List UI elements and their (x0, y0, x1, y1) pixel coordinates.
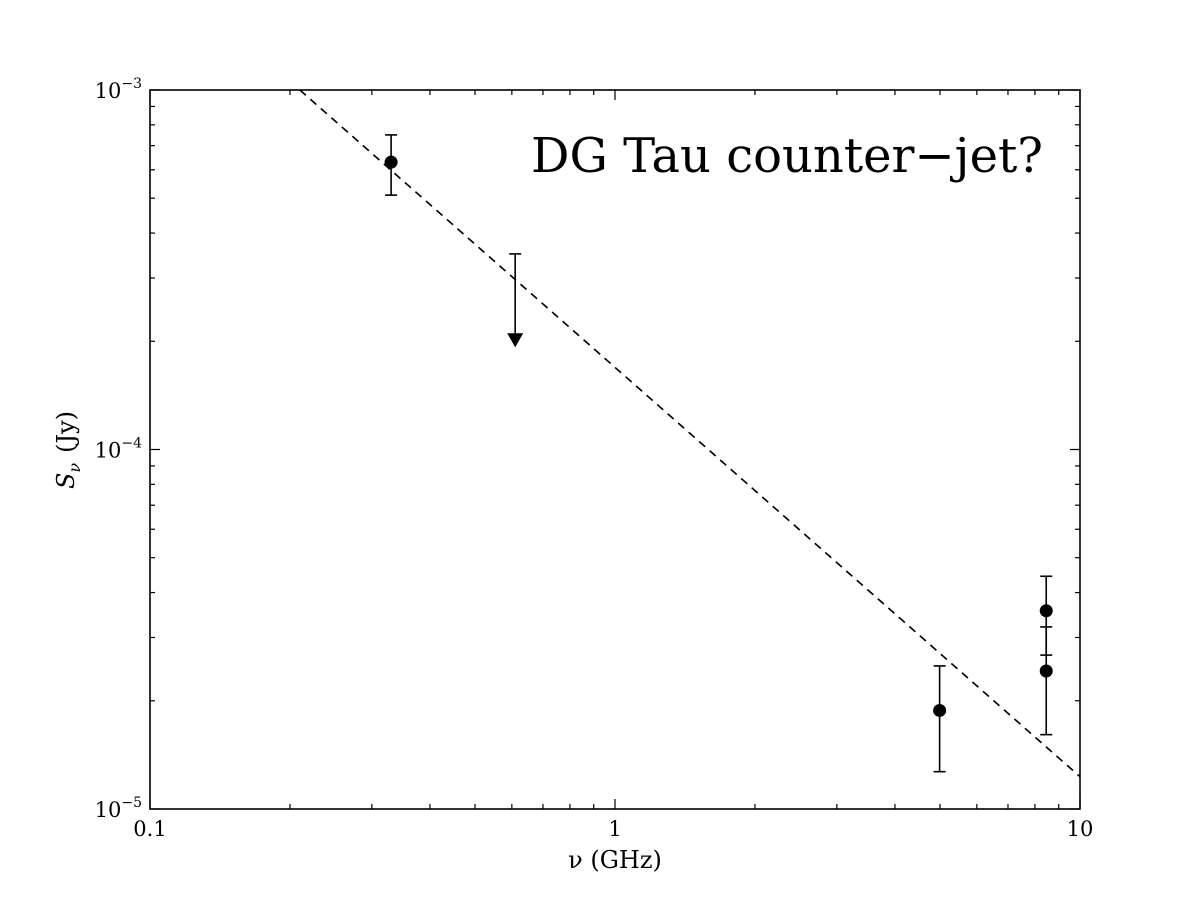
x-axis-title: ν (GHz) (568, 846, 662, 874)
x-tick-label: 1 (608, 817, 621, 841)
chart-annotation: DG Tau counter−jet? (531, 128, 1043, 184)
fit-layer (299, 89, 1081, 778)
y-axis-title-unit: (Jy) (52, 411, 80, 453)
y-axis-title: Sν (Jy) (52, 411, 84, 489)
y-tick-label: 10−3 (95, 76, 142, 103)
y-tick-label: 10−4 (95, 436, 142, 463)
y-tick-labels: 10−5 10−4 10−3 (95, 76, 142, 822)
plot-area (150, 90, 1080, 809)
data-point (1039, 664, 1053, 678)
data-point (1039, 604, 1053, 618)
upper-limit-arrow-icon (507, 333, 524, 348)
x-tick-labels: 0.1 1 10 (133, 817, 1093, 841)
y-axis-title-base: S (52, 473, 80, 489)
y-axis-title-sub: ν (65, 463, 84, 473)
y-axis-title-group: Sν (Jy) (52, 411, 84, 489)
x-tick-label: 10 (1067, 817, 1094, 841)
y-tick-label: 10−5 (95, 795, 142, 822)
data-point (384, 155, 398, 169)
fit-line (299, 89, 1081, 778)
data-layer (384, 134, 1053, 773)
x-tick-label: 0.1 (133, 817, 166, 841)
data-point (933, 703, 947, 717)
plot-frame (149, 89, 1081, 810)
